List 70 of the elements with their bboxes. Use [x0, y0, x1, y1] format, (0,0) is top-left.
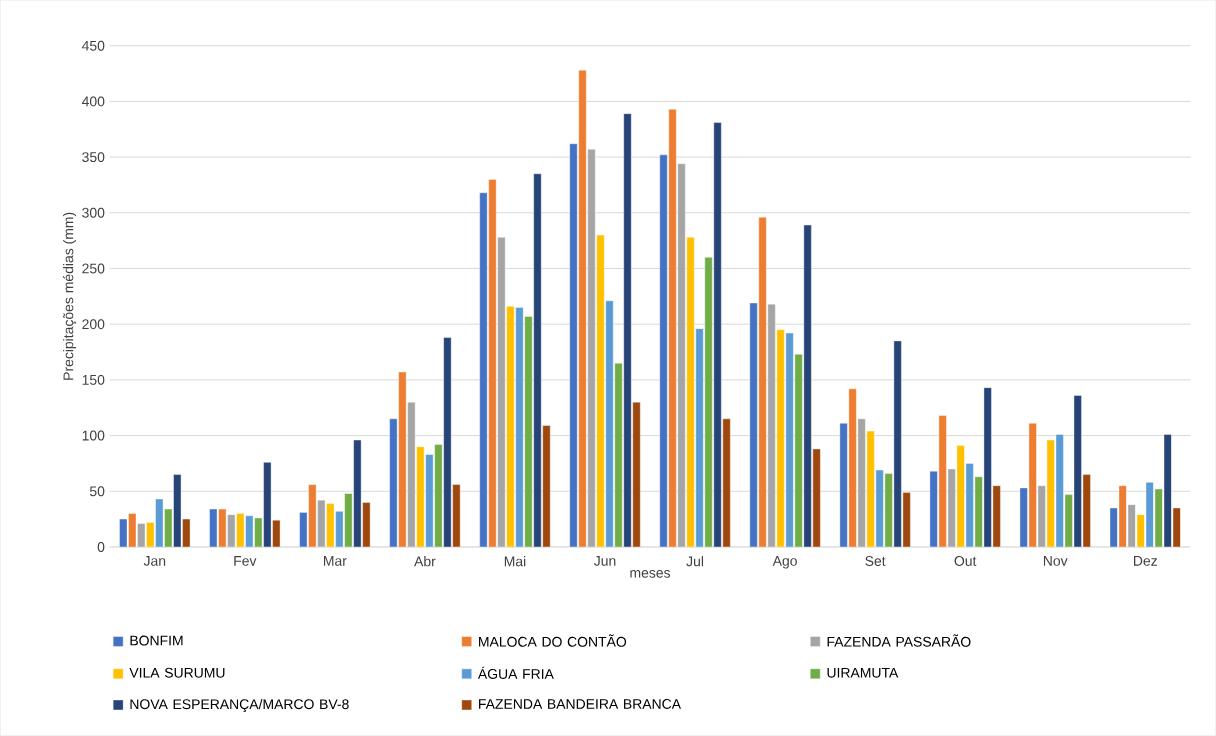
bar — [425, 454, 434, 548]
bar — [677, 163, 686, 548]
bar — [794, 354, 803, 548]
bar — [533, 173, 542, 548]
bar — [695, 328, 704, 548]
x-tick-label: Out — [954, 556, 977, 567]
bar — [704, 257, 713, 548]
bar — [407, 402, 416, 548]
bar — [713, 122, 722, 548]
bar — [659, 154, 668, 548]
x-axis-title: meses — [630, 570, 671, 578]
x-tick-label: Dez — [1133, 556, 1157, 566]
x-tick-label: Nov — [1043, 556, 1068, 566]
bar — [767, 304, 776, 548]
x-tick-label: Mar — [324, 556, 347, 566]
bar — [668, 109, 677, 548]
x-tick-label: Jun — [593, 556, 616, 566]
bar — [569, 143, 578, 548]
legend-label: FAZENDA BANDEIRA BRANCA — [479, 699, 682, 710]
x-tick-label: Set — [865, 556, 886, 567]
bar — [632, 402, 641, 548]
bar — [443, 337, 452, 548]
x-tick-label: Jul — [686, 556, 704, 567]
y-tick-label: 200 — [82, 319, 105, 330]
bar — [785, 333, 794, 548]
bar — [614, 363, 623, 548]
bar — [686, 237, 695, 548]
y-tick-label: 100 — [82, 430, 105, 441]
y-axis-title: Precipitações médias (mm) — [62, 212, 77, 380]
bar — [623, 113, 632, 548]
bar — [398, 372, 407, 548]
bar — [587, 149, 596, 548]
y-tick-label: 0 — [97, 542, 105, 553]
legend-label: BONFIM — [130, 635, 183, 646]
bar — [722, 418, 731, 548]
bar — [758, 217, 767, 548]
bar — [452, 484, 461, 548]
y-tick-label: 50 — [89, 486, 105, 497]
y-tick-label: 400 — [81, 96, 105, 107]
legend-label: MALOCA DO CONTÃO — [479, 634, 627, 647]
bar — [479, 192, 488, 548]
bar — [497, 237, 506, 548]
y-tick-label: 250 — [82, 263, 105, 274]
y-tick-label: 450 — [81, 40, 105, 51]
y-tick-label: 150 — [82, 375, 105, 385]
y-tick-label: 300 — [82, 207, 105, 218]
bar — [542, 425, 551, 548]
legend-label: UIRAMUTA — [827, 668, 899, 678]
bar — [434, 444, 443, 548]
bar — [488, 179, 497, 548]
bar — [416, 446, 425, 548]
legend-label: VILA SURUMU — [129, 667, 225, 678]
bar — [776, 329, 785, 548]
x-tick-label: Fev — [234, 556, 257, 566]
x-tick-label: Abr — [414, 556, 436, 567]
x-tick-label: Jan — [143, 556, 166, 566]
legend-label: NOVA ESPERANÇA/MARCO BV-8 — [130, 699, 349, 713]
bar — [524, 316, 533, 548]
x-tick-label: Ago — [772, 556, 797, 569]
bar — [749, 302, 758, 548]
bar — [506, 306, 515, 548]
bar — [605, 300, 614, 548]
legend-label: FAZENDA PASSARÃO — [827, 634, 971, 647]
bar — [803, 224, 812, 548]
bar — [515, 307, 524, 548]
legend-label: ÁGUA FRIA — [477, 666, 554, 680]
bar — [578, 70, 587, 548]
y-tick-label: 350 — [82, 152, 105, 163]
x-tick-label: Mai — [504, 556, 526, 567]
bar — [596, 235, 605, 548]
